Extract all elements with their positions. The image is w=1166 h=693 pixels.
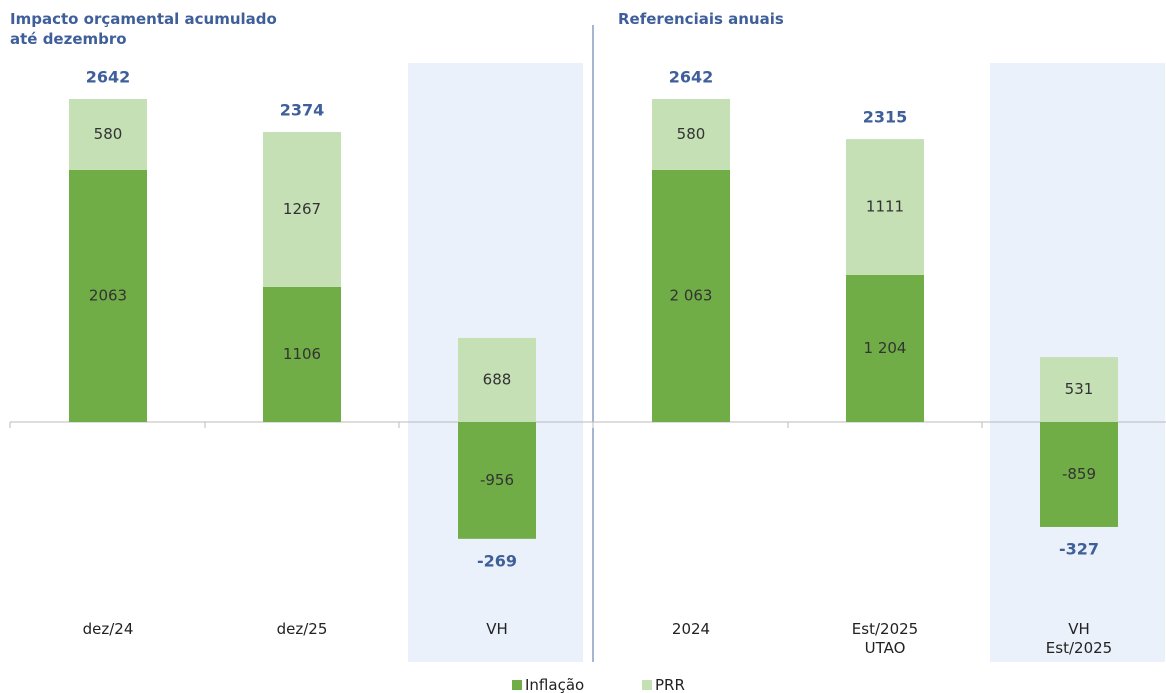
total-label: 2374 [280, 101, 325, 120]
bar-segment [458, 337, 536, 422]
bar-segment [1040, 357, 1118, 422]
data-label: 580 [677, 125, 706, 143]
data-label: 2063 [89, 286, 127, 304]
legend-item: PRR [642, 676, 685, 693]
data-label: 1111 [866, 197, 904, 215]
data-label: -956 [480, 471, 514, 489]
bar-segment [263, 286, 341, 422]
data-label: 1267 [283, 200, 321, 218]
bar-segment [69, 169, 147, 422]
legend-label: Inflação [525, 676, 585, 693]
legend-item: Inflação [512, 676, 584, 693]
x-tick-label: dez/24 [82, 620, 134, 638]
bar-segment [1040, 422, 1118, 527]
total-label: 2642 [86, 68, 131, 87]
bar-segment [458, 422, 536, 539]
data-label: 688 [483, 370, 512, 388]
bar-segment [652, 169, 730, 422]
total-label: 2642 [669, 68, 714, 87]
bar-segment [263, 132, 341, 287]
total-label: -327 [1059, 539, 1099, 558]
x-tick-label: VH [486, 620, 508, 638]
data-label: 531 [1065, 380, 1094, 398]
x-tick-label: VH Est/2025 [1045, 620, 1113, 657]
legend-swatch [512, 680, 522, 690]
bar-segment [846, 274, 924, 422]
legend-swatch [642, 680, 652, 690]
data-label: -859 [1062, 465, 1096, 483]
bar-segment [69, 99, 147, 170]
data-label: 1 204 [864, 339, 907, 357]
section-title: Impacto orçamental acumulado até dezembr… [10, 10, 277, 48]
x-tick-label: Est/2025 UTAO [851, 620, 919, 657]
total-label: 2315 [863, 108, 908, 127]
x-tick-label: 2024 [671, 620, 711, 638]
bar-segment [652, 99, 730, 170]
data-label: 580 [94, 125, 123, 143]
data-label: 2 063 [670, 286, 713, 304]
data-label: 1106 [283, 345, 321, 363]
x-tick-label: dez/25 [276, 620, 328, 638]
axis-ticks [9, 422, 983, 428]
bar-segment [846, 139, 924, 275]
legend-label: PRR [655, 676, 685, 693]
section-title: Referenciais anuais [618, 10, 784, 28]
total-label: -269 [477, 551, 517, 570]
